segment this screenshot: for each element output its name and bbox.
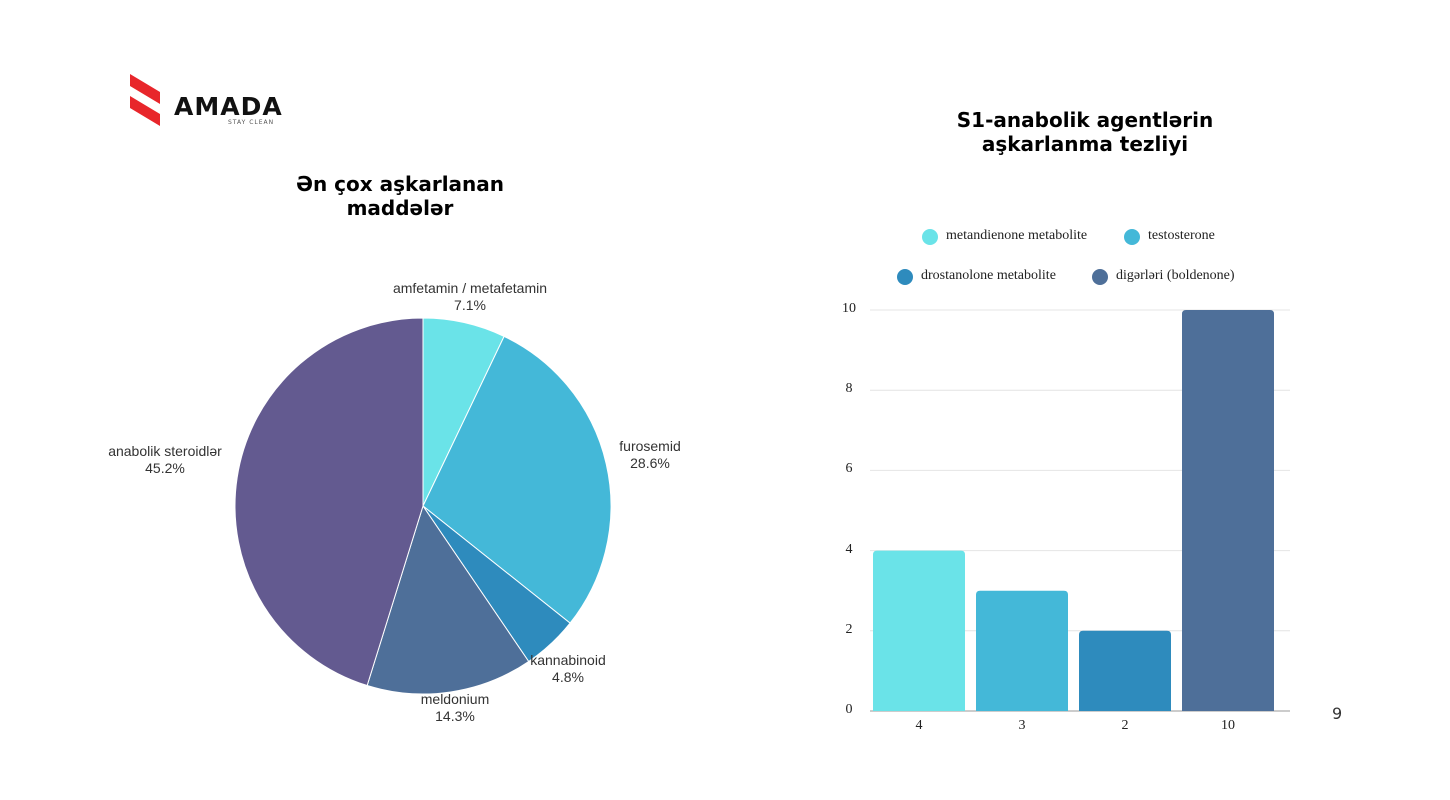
y-tick-label: 0: [845, 702, 853, 717]
pie-label: amfetamin / metafetamin 7.1%: [370, 280, 570, 314]
legend-swatch: [1092, 269, 1108, 285]
y-tick-label: 2: [845, 621, 853, 637]
pie-label-pct: 28.6%: [630, 455, 670, 471]
pie-label-name: anabolik steroidlər: [108, 443, 222, 459]
y-tick-label: 8: [845, 381, 853, 397]
legend-swatch: [922, 229, 938, 245]
legend-swatch: [1124, 229, 1140, 245]
pie-label-pct: 4.8%: [552, 669, 584, 685]
bar-title: S1-anabolik agentlərin aşkarlanma tezliy…: [956, 108, 1214, 156]
legend-label: digərləri (boldenone): [1116, 268, 1235, 283]
pie-label-pct: 14.3%: [435, 708, 475, 724]
pie-label: furosemid 28.6%: [550, 438, 750, 472]
legend-label: testosterone: [1148, 228, 1215, 243]
x-tick-label: 4: [915, 718, 923, 733]
bar: [873, 550, 965, 711]
pie-chart: [234, 317, 612, 695]
pie-label: kannabinoid 4.8%: [468, 652, 668, 686]
pie-label: anabolik steroidlər 45.2%: [65, 443, 265, 477]
amada-logo: [128, 74, 162, 130]
x-tick-label: 10: [1221, 718, 1235, 733]
legend-swatch: [897, 269, 913, 285]
pie-label-pct: 7.1%: [454, 297, 486, 313]
pie-slice: [234, 317, 424, 687]
pie-label-name: amfetamin / metafetamin: [392, 280, 548, 296]
pie-label: meldonium 14.3%: [355, 691, 555, 725]
y-tick-label: 4: [845, 541, 853, 557]
x-tick-label: 3: [1018, 718, 1026, 733]
x-tick-label: 2: [1121, 718, 1129, 733]
logo-mark-icon: [130, 74, 160, 126]
page-number: 9: [1332, 704, 1343, 723]
pie-label-name: kannabinoid: [530, 652, 606, 668]
logo-tagline: STAY CLEAN: [228, 119, 275, 126]
bar: [1182, 310, 1274, 711]
legend-label: metandienone metabolite: [946, 228, 1088, 243]
y-tick-label: 10: [842, 301, 856, 316]
legend-label: drostanolone metabolite: [921, 268, 1056, 283]
pie-label-name: meldonium: [420, 691, 490, 707]
logo-text: AMADA: [174, 92, 283, 121]
pie-label-name: furosemid: [619, 438, 681, 454]
pie-slice: [366, 504, 530, 695]
pie-title: Ən çox aşkarlanan maddələr: [295, 172, 505, 220]
bar: [1079, 630, 1171, 711]
pie-label-pct: 45.2%: [145, 460, 185, 476]
pie-slice: [422, 335, 612, 624]
y-tick-label: 6: [845, 461, 853, 477]
bar: [976, 590, 1068, 711]
